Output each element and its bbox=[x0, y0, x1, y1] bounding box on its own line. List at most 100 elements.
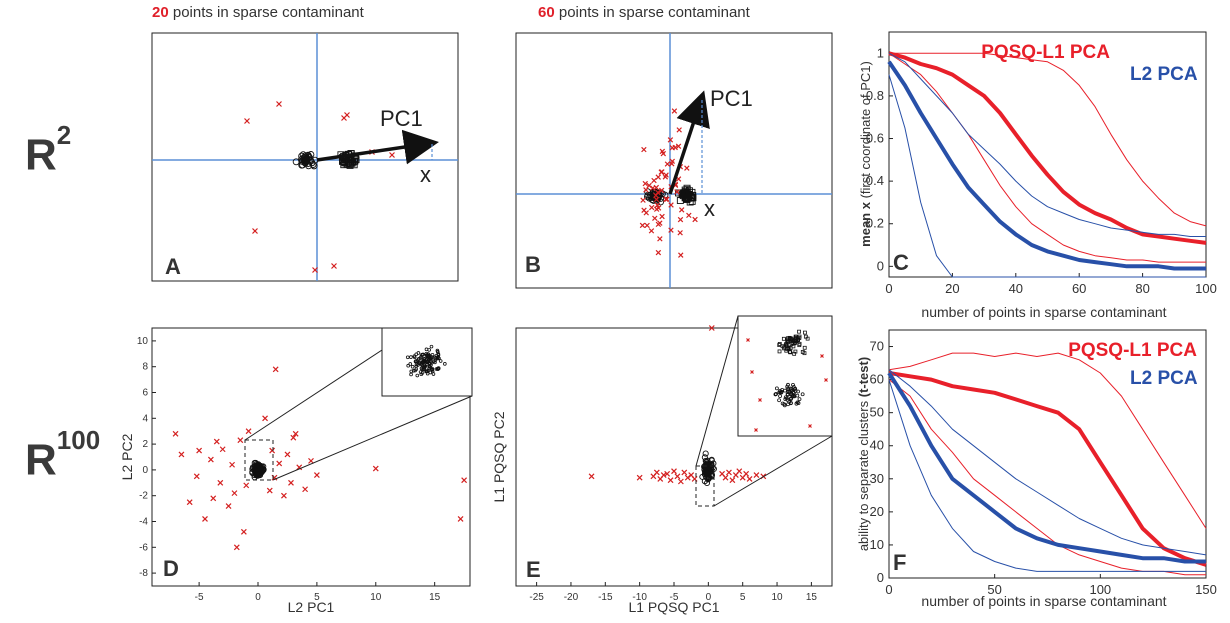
panel-e-outlier-10-b bbox=[677, 478, 684, 485]
panel-e-inset-square bbox=[797, 329, 801, 334]
panel-a-cluster2-point bbox=[352, 156, 360, 164]
panel-d-outlier-0 bbox=[172, 430, 179, 437]
panel-d-xtick-label-2: 5 bbox=[314, 592, 320, 603]
panel-e-xtick-label-2: -15 bbox=[598, 592, 613, 603]
panel-d-inset-point bbox=[443, 362, 447, 366]
panel-b-outlier-43 bbox=[641, 207, 647, 214]
panel-b-outlier-51 bbox=[659, 213, 665, 220]
panel-d-outlier-33 bbox=[313, 472, 320, 478]
panel-e-inset-outlier-0 bbox=[746, 338, 750, 342]
panel-e-inset-square bbox=[777, 349, 782, 354]
panel-e-outlier-8 bbox=[671, 468, 677, 475]
panel-d-outlier-9 bbox=[217, 479, 224, 486]
panel-d-outlier-35 bbox=[461, 477, 468, 484]
panel-b-outlier-22-b bbox=[660, 150, 667, 157]
panel-a-pc1-arrow bbox=[316, 129, 439, 165]
panel-d-ytick-label-4: 0 bbox=[142, 465, 148, 476]
panel-e-inset-circle bbox=[788, 397, 793, 401]
panel-b-outlier-58-b bbox=[664, 161, 671, 167]
panel-b-outlier-29 bbox=[686, 212, 692, 219]
panel-b-outlier-50 bbox=[663, 196, 669, 202]
panel-e-inset-outlier-4-b bbox=[824, 378, 828, 382]
panel-b-outlier-53 bbox=[659, 169, 665, 175]
panel-e-inset-outlier-1-b bbox=[750, 370, 754, 374]
panel-e-xtick-label-0: -25 bbox=[529, 592, 544, 603]
panel-e-inset-square bbox=[792, 339, 797, 344]
panel-c-ylabel: mean x (first coordinate of PC1) bbox=[858, 61, 873, 247]
panel-a-outlier-0-b bbox=[244, 118, 250, 124]
panel-b-outlier-48-b bbox=[669, 145, 676, 151]
panel-e-inset-circle bbox=[797, 397, 802, 402]
panel-d-outlier-6 bbox=[207, 456, 214, 463]
panel-d-inset-point bbox=[409, 372, 413, 377]
panel-a-pc1-label: PC1 bbox=[380, 106, 423, 131]
panel-b-outlier-46-b bbox=[664, 196, 670, 203]
panel-d-outlier-29 bbox=[292, 430, 299, 437]
row-label-r2-base: R bbox=[25, 130, 57, 180]
panel-b-cluster1-point bbox=[648, 196, 656, 204]
panel-d-inset-point bbox=[436, 353, 441, 357]
panel-b-outlier-57-b bbox=[658, 187, 665, 194]
panel-d-inset-point bbox=[414, 352, 419, 357]
panel-d-outlier-13-b bbox=[231, 490, 238, 497]
panel-b-outlier-41-b bbox=[678, 252, 684, 258]
panel-e-inset-outlier-1 bbox=[750, 370, 754, 374]
panel-a-header-count: 20 bbox=[152, 4, 169, 21]
panel-c-series-red-lower bbox=[888, 52, 1206, 263]
panel-e-outlier-26 bbox=[708, 325, 715, 331]
panel-e-inset-circle bbox=[792, 387, 797, 391]
panel-d-outlier-15 bbox=[237, 437, 244, 444]
panel-e-inset-square bbox=[787, 349, 792, 354]
panel-e-inset-outlier-6 bbox=[808, 424, 812, 428]
panel-d-inset-point bbox=[434, 367, 439, 371]
panel-b-header: 60 points in sparse contaminant bbox=[538, 4, 750, 21]
panel-d-outlier-8 bbox=[213, 438, 220, 445]
panel-d-zoom-box bbox=[244, 439, 274, 481]
panel-d-outlier-27-b bbox=[288, 479, 294, 486]
panel-d-inset-point bbox=[411, 368, 416, 373]
panel-b-outlier-37-b bbox=[653, 192, 659, 199]
panel-e-inset-outlier-0-b bbox=[746, 338, 750, 342]
panel-d-outlier-2-b bbox=[186, 499, 193, 506]
panel-b-outlier-54 bbox=[675, 143, 682, 150]
panel-f-series-blue-mean bbox=[887, 371, 1206, 564]
panel-c-xtick-label-2: 40 bbox=[1009, 281, 1023, 296]
panel-d-outlier-6-b bbox=[207, 456, 214, 463]
panel-b-outlier-0-b bbox=[657, 236, 663, 242]
panel-d-inset-point bbox=[413, 368, 417, 373]
panel-a-outlier-7 bbox=[389, 152, 395, 158]
panel-e-outlier-3-b bbox=[653, 469, 660, 476]
panel-f-legend-l2: L2 PCA bbox=[1130, 368, 1198, 389]
panel-a-outlier-6-b bbox=[312, 267, 318, 273]
panel-d-ytick-label-6: 4 bbox=[142, 413, 148, 424]
panel-f-xtick-label-2: 100 bbox=[1089, 582, 1111, 597]
panel-d-core-point bbox=[257, 466, 264, 473]
panel-c-ytick-label-2: 0.4 bbox=[866, 173, 884, 188]
panel-d-inset-point bbox=[429, 344, 434, 349]
panel-e-inset-circle bbox=[777, 398, 781, 403]
panel-e-points bbox=[588, 325, 767, 487]
panel-d-inset-point bbox=[433, 356, 438, 361]
panel-a-points bbox=[244, 101, 395, 273]
panel-b-outlier-9 bbox=[649, 204, 655, 211]
panel-d-inset-point bbox=[416, 363, 420, 367]
panel-b-header-text: points in sparse contaminant bbox=[554, 4, 750, 21]
panel-e-outlier-22 bbox=[743, 470, 750, 477]
panel-d-outlier-9-b bbox=[217, 479, 224, 486]
panel-b-outlier-30-b bbox=[668, 202, 674, 208]
panel-d-outlier-23 bbox=[272, 366, 279, 373]
panel-d-outlier-26 bbox=[284, 451, 291, 458]
panel-d-outlier-26-b bbox=[284, 451, 291, 458]
panel-e-inset-circle bbox=[787, 400, 792, 404]
panel-e-outlier-14-b bbox=[691, 476, 698, 482]
panel-e-outlier-22-b bbox=[743, 470, 750, 477]
panel-b-outlier-31-b bbox=[684, 165, 690, 171]
panel-d-outlier-19 bbox=[262, 415, 268, 422]
panel-e-inset-circle bbox=[796, 389, 800, 394]
panel-e-outlier-17 bbox=[726, 469, 732, 476]
panel-c-xtick-label-5: 100 bbox=[1195, 281, 1217, 296]
panel-b-outlier-38-b bbox=[651, 177, 657, 184]
panel-d-inset-point bbox=[415, 373, 420, 378]
panel-d-inset-point bbox=[426, 352, 430, 356]
panel-d-zoom-line-1 bbox=[244, 349, 383, 441]
